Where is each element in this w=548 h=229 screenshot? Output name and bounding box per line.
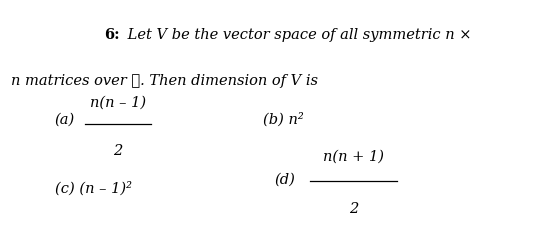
Text: n matrices over ℝ. Then dimension of V is: n matrices over ℝ. Then dimension of V i… — [11, 73, 318, 87]
Text: Let V be the vector space of all symmetric n ×: Let V be the vector space of all symmetr… — [123, 27, 472, 41]
Text: 2: 2 — [349, 202, 358, 215]
Text: 6:: 6: — [104, 27, 120, 41]
Text: (a): (a) — [55, 112, 75, 126]
Text: (b) n²: (b) n² — [263, 112, 304, 126]
Text: 2: 2 — [113, 143, 122, 157]
Text: (c) (n – 1)²: (c) (n – 1)² — [55, 181, 132, 195]
Text: n(n + 1): n(n + 1) — [323, 149, 384, 163]
Text: (d): (d) — [274, 172, 295, 185]
Text: n(n – 1): n(n – 1) — [90, 95, 146, 109]
